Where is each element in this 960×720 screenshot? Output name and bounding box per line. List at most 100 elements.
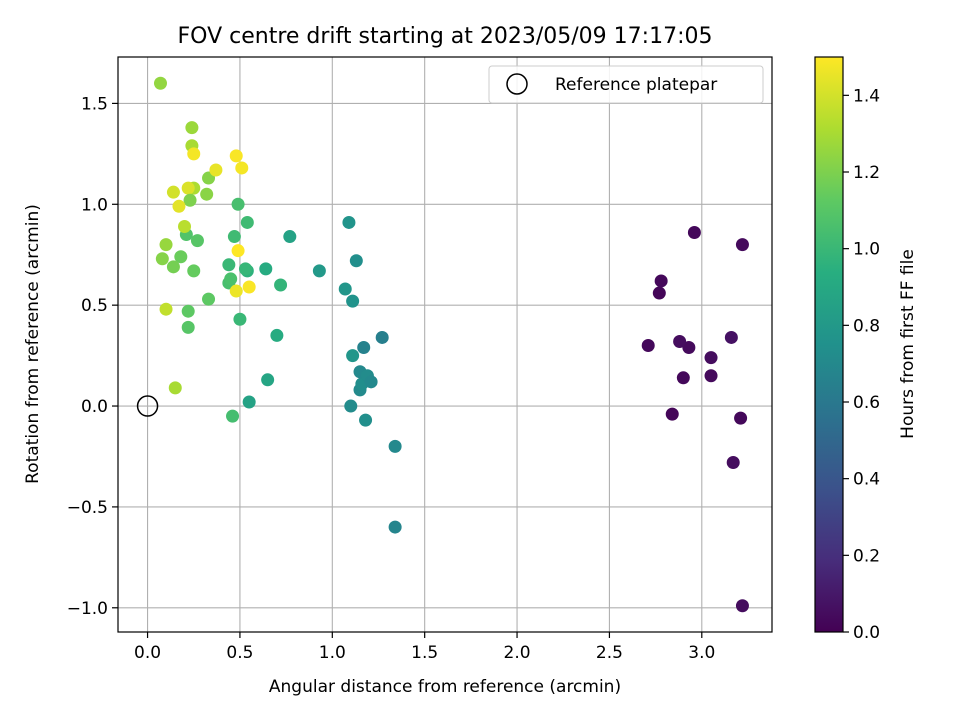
data-point	[704, 351, 718, 365]
data-point	[172, 199, 186, 213]
data-point	[178, 219, 192, 233]
data-point	[159, 302, 173, 316]
data-point	[200, 187, 214, 201]
colorbar-gradient	[815, 57, 843, 632]
x-tick-label: 2.0	[504, 643, 531, 663]
data-point	[166, 260, 180, 274]
data-points	[153, 76, 749, 613]
x-tick-label: 3.0	[688, 643, 715, 663]
data-point	[159, 238, 173, 252]
data-point	[155, 252, 169, 266]
data-point	[375, 330, 389, 344]
colorbar-tick-label: 1.0	[853, 240, 880, 260]
plot-frame	[117, 56, 773, 633]
data-point	[226, 409, 240, 423]
data-point	[735, 599, 749, 613]
data-point	[673, 334, 687, 348]
data-point	[190, 234, 204, 248]
data-point	[283, 230, 297, 244]
y-tick-label: 1.0	[81, 195, 108, 215]
legend-entry-label: Reference platepar	[555, 75, 717, 95]
colorbar-frame	[814, 56, 844, 633]
data-point	[242, 280, 256, 294]
data-point	[187, 147, 201, 161]
data-point	[181, 181, 195, 195]
legend-box	[488, 65, 764, 104]
data-point	[641, 339, 655, 353]
data-point	[181, 304, 195, 318]
data-point	[274, 278, 288, 292]
data-point	[349, 254, 363, 268]
y-axis-ticks: −1.0 −0.5 0.0 0.5 1.0 1.5	[67, 94, 118, 619]
data-point	[687, 226, 701, 240]
data-point	[735, 238, 749, 252]
y-tick-label: −1.0	[67, 599, 108, 619]
x-tick-label: 0.5	[226, 643, 253, 663]
data-point	[346, 294, 360, 308]
data-point	[238, 262, 252, 276]
data-point	[261, 373, 275, 387]
data-point	[229, 149, 243, 163]
data-point	[388, 520, 402, 534]
data-point	[181, 320, 195, 334]
legend-marker	[506, 73, 528, 95]
data-point	[270, 328, 284, 342]
data-point	[259, 262, 273, 276]
colorbar-tick-label: 0.0	[853, 623, 880, 643]
colorbar-tick-label: 1.4	[853, 86, 880, 106]
data-point	[166, 185, 180, 199]
legend: Reference platepar	[488, 65, 764, 104]
data-point	[168, 381, 182, 395]
colorbar-tick-label: 0.8	[853, 316, 880, 336]
data-point	[187, 264, 201, 278]
y-tick-label: 0.5	[81, 296, 108, 316]
data-point	[726, 456, 740, 470]
data-point	[185, 121, 199, 135]
y-tick-label: 0.0	[81, 397, 108, 417]
data-point	[229, 284, 243, 298]
data-point	[222, 258, 236, 272]
x-tick-label: 2.5	[596, 643, 623, 663]
data-point	[174, 250, 188, 264]
data-point	[338, 282, 352, 296]
data-point	[344, 399, 358, 413]
data-point	[682, 341, 696, 355]
x-axis-label: Angular distance from reference (arcmin)	[269, 677, 621, 697]
data-point	[240, 215, 254, 229]
y-tick-label: −0.5	[67, 498, 108, 518]
x-tick-label: 0.0	[134, 643, 161, 663]
data-point	[235, 161, 249, 175]
colorbar: 0.0 0.2 0.4 0.6 0.8 1.0 1.2 1.4 Hours from firs…	[814, 56, 918, 643]
data-point	[231, 197, 245, 211]
colorbar-tick-label: 0.2	[853, 546, 880, 566]
y-axis-label: Rotation from reference (arcmin)	[23, 204, 43, 484]
data-point	[734, 411, 748, 425]
data-point	[704, 369, 718, 383]
data-point	[242, 395, 256, 409]
data-point	[652, 286, 666, 300]
data-point	[183, 193, 197, 207]
data-point	[364, 375, 378, 389]
data-point	[202, 292, 216, 306]
data-point	[724, 330, 738, 344]
reference-point-marker	[136, 395, 159, 417]
data-point	[233, 312, 247, 326]
data-point	[342, 215, 356, 229]
data-point	[665, 407, 679, 421]
data-point	[312, 264, 326, 278]
colorbar-label: Hours from first FF file	[898, 249, 918, 439]
data-point	[227, 230, 241, 244]
data-point	[346, 349, 360, 363]
colorbar-ticks: 0.0 0.2 0.4 0.6 0.8 1.0 1.2 1.4	[843, 86, 880, 643]
data-point	[153, 76, 167, 90]
data-point	[654, 274, 668, 288]
data-point	[676, 371, 690, 385]
x-tick-label: 1.5	[411, 643, 438, 663]
x-tick-label: 1.0	[319, 643, 346, 663]
data-point	[224, 272, 238, 286]
data-point	[231, 244, 245, 258]
data-point	[209, 163, 223, 177]
colorbar-tick-label: 0.4	[853, 470, 880, 490]
chart-title: FOV centre drift starting at 2023/05/09 …	[178, 24, 713, 49]
